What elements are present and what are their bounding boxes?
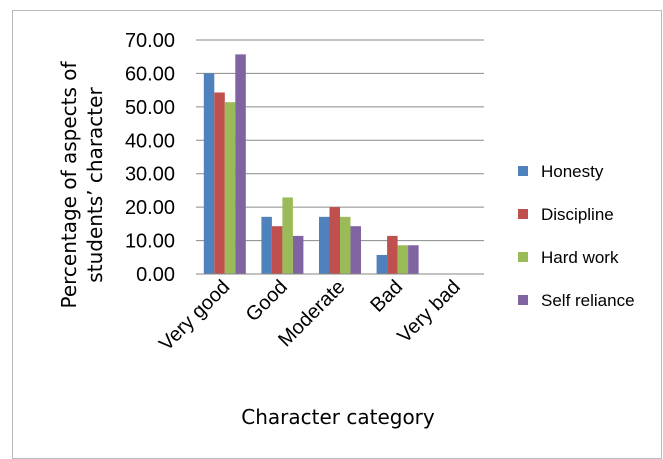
- x-axis-title: Character category: [241, 405, 435, 429]
- bar-honesty: [319, 216, 330, 274]
- y-tick-label: 0.00: [136, 264, 175, 286]
- bars: [203, 54, 419, 275]
- x-tick-label: Bad: [366, 276, 407, 317]
- bar-hard-work: [397, 245, 409, 274]
- bar-discipline: [387, 235, 398, 274]
- y-tick-label: 20.00: [125, 197, 175, 219]
- bar-self-reliance: [350, 226, 361, 274]
- y-tick-label: 40.00: [125, 130, 175, 152]
- y-tick-label: 30.00: [125, 164, 175, 186]
- legend-label: Self reliance: [541, 291, 635, 310]
- bar-honesty: [376, 254, 388, 274]
- y-axis-title-line2: students’ character: [83, 87, 107, 283]
- legend: Honesty Discipline Hard work Self reliance: [518, 162, 635, 310]
- x-tick-label: Good: [242, 276, 292, 326]
- bar-hard-work: [224, 102, 236, 274]
- bar-hard-work: [340, 216, 351, 274]
- bar-self-reliance: [292, 235, 304, 274]
- y-tick-label: 70.00: [125, 30, 175, 52]
- legend-swatch: [518, 166, 528, 176]
- bar-self-reliance: [235, 54, 246, 275]
- bar-honesty: [261, 216, 272, 274]
- y-axis-ticks: 0.00 10.00 20.00 30.00 40.00 50.00 60.00 70.00: [125, 30, 175, 286]
- y-tick-label: 10.00: [125, 231, 175, 253]
- x-tick-label: Very good: [155, 276, 234, 355]
- bar-discipline: [271, 226, 283, 274]
- y-tick-label: 50.00: [125, 97, 175, 119]
- y-axis-title-line1: Percentage of aspects of: [57, 61, 81, 309]
- legend-swatch: [518, 209, 528, 219]
- bar-honesty: [203, 73, 215, 274]
- x-tick-label: Very bad: [393, 276, 464, 347]
- legend-label: Hard work: [541, 248, 619, 267]
- legend-swatch: [518, 252, 528, 262]
- bar-hard-work: [282, 197, 293, 274]
- bar-discipline: [329, 207, 340, 274]
- legend-swatch: [518, 295, 528, 305]
- y-tick-label: 60.00: [125, 63, 175, 85]
- bar-self-reliance: [408, 245, 419, 274]
- legend-label: Discipline: [541, 205, 614, 224]
- legend-label: Honesty: [541, 162, 604, 181]
- bar-discipline: [214, 92, 225, 275]
